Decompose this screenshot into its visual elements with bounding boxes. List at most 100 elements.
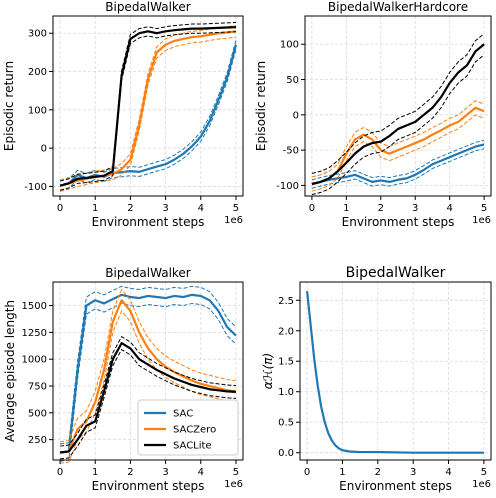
chart-panel-1: 0 1 2 3 4 5 -100 0 100 200 300 1e6 BipedalWalker Envi… — [2, 0, 244, 229]
x-axis-label: Environment steps — [92, 215, 205, 229]
series-line-sac — [59, 293, 237, 454]
x-tick-label: 5 — [233, 467, 239, 478]
y-tick-label: 100 — [280, 40, 299, 51]
y-tick-label: 2.0 — [278, 326, 294, 337]
plot-frame — [52, 15, 244, 197]
x-tick-label: 2 — [375, 467, 381, 478]
series-line-sac — [305, 291, 484, 454]
x-tick-label: 0 — [309, 203, 315, 214]
y-tick-label: -50 — [283, 146, 299, 157]
x-tick-label: 3 — [162, 203, 168, 214]
chart-title: BipedalWalker — [346, 265, 446, 281]
series-line-saczero — [311, 106, 485, 186]
x-tick-label: 4 — [446, 203, 452, 214]
band-lower-sac — [59, 302, 237, 462]
y-tick-label: 1.5 — [278, 357, 294, 368]
x-tick-label: 3 — [410, 467, 416, 478]
x-tick-label: 4 — [198, 203, 204, 214]
x-axis-label: Environment steps — [92, 479, 205, 493]
y-axis-label: αℋ(π) — [261, 353, 275, 389]
chart-title: BipedalWalker — [105, 0, 191, 14]
y-tick-label: 0.5 — [278, 418, 294, 429]
x-offset-label: 1e6 — [224, 215, 243, 226]
y-tick-label: 1250 — [22, 328, 47, 339]
y-tick-label: 1000 — [22, 355, 47, 366]
y-tick-label: 300 — [28, 29, 47, 40]
chart-title: BipedalWalker — [105, 266, 191, 280]
y-tick-label: 0 — [293, 110, 299, 121]
y-tick-label: 0 — [41, 144, 47, 155]
y-tick-label: 1.0 — [278, 387, 294, 398]
plot-frame — [52, 281, 244, 461]
y-tick-label: 750 — [28, 382, 47, 393]
band-lower-saclite — [59, 31, 236, 191]
band-upper-saclite — [59, 335, 236, 447]
plot-frame — [304, 15, 492, 197]
y-tick-label: -100 — [24, 182, 47, 193]
legend-label-saclite: SACLite — [173, 441, 212, 452]
band-lower-saclite — [311, 54, 485, 196]
x-axis-label: Environment steps — [339, 479, 452, 493]
x-tick-label: 2 — [127, 467, 133, 478]
x-tick-label: 1 — [92, 467, 98, 478]
series-line-sac — [59, 44, 238, 187]
y-tick-label: 200 — [28, 67, 47, 78]
chart-panel-4: 0 1 2 3 4 5 0.0 0.5 1.0 1.5 2.0 2.5 1e6 BipedalWalker… — [261, 265, 492, 493]
band-upper-sac — [59, 39, 237, 182]
band-upper-saclite — [59, 22, 236, 182]
band-upper-sac — [59, 285, 237, 445]
x-offset-label: 1e6 — [472, 215, 491, 226]
series-line-saclite — [59, 26, 237, 187]
band-lower-sac — [311, 148, 485, 189]
band-upper-saczero — [59, 288, 237, 443]
series-line-saczero — [59, 299, 237, 454]
legend-label-saczero: SACZero — [173, 425, 216, 436]
chart-panel-2: 0 1 2 3 4 5 -100 -50 0 50 100 1e6 BipedalWalkerHardc… — [254, 0, 492, 229]
x-tick-label: 4 — [445, 467, 451, 478]
band-upper-saczero — [311, 100, 485, 178]
y-tick-label: 100 — [28, 105, 47, 116]
legend-label-sac: SAC — [173, 409, 193, 420]
band-lower-saczero — [59, 309, 237, 464]
x-tick-label: 1 — [92, 203, 98, 214]
band-lower-sac — [59, 49, 237, 191]
y-tick-label: 1500 — [22, 301, 47, 312]
x-tick-label: 5 — [233, 203, 239, 214]
series-line-sac — [311, 143, 485, 186]
band-upper-saczero — [59, 25, 237, 181]
x-tick-label: 2 — [378, 203, 384, 214]
x-axis-label: Environment steps — [342, 215, 455, 229]
y-tick-label: 250 — [28, 435, 47, 446]
band-upper-saclite — [311, 33, 485, 174]
x-offset-label: 1e6 — [472, 479, 491, 490]
y-axis-label: Average episode length — [3, 300, 17, 442]
band-lower-saclite — [59, 348, 236, 460]
band-upper-sac — [311, 139, 485, 181]
x-tick-label: 2 — [127, 203, 133, 214]
series-line-saczero — [59, 30, 237, 187]
x-tick-label: 0 — [57, 203, 63, 214]
series-line-saclite — [311, 43, 485, 186]
series-line-saclite — [59, 342, 237, 454]
y-tick-label: 0.0 — [278, 448, 294, 459]
y-tick-label: 500 — [28, 408, 47, 419]
x-tick-label: 5 — [481, 467, 487, 478]
chart-panel-3: 0 1 2 3 4 5 250 500 750 1000 1250 1500 1e6 BipedalWal… — [3, 266, 244, 493]
y-axis-label: Episodic return — [254, 61, 268, 151]
x-tick-label: 0 — [304, 467, 310, 478]
x-tick-label: 1 — [339, 467, 345, 478]
chart-title: BipedalWalkerHardcore — [328, 0, 468, 14]
y-tick-label: -100 — [276, 181, 299, 192]
x-tick-label: 1 — [343, 203, 349, 214]
plot-frame — [299, 281, 492, 461]
x-tick-label: 0 — [57, 467, 63, 478]
x-tick-label: 4 — [198, 467, 204, 478]
y-axis-label: Episodic return — [2, 61, 16, 151]
x-tick-label: 5 — [481, 203, 487, 214]
x-tick-label: 3 — [162, 467, 168, 478]
y-tick-label: 2.5 — [278, 296, 294, 307]
y-tick-label: 50 — [286, 75, 299, 86]
band-lower-saczero — [311, 114, 485, 192]
x-tick-label: 3 — [412, 203, 418, 214]
